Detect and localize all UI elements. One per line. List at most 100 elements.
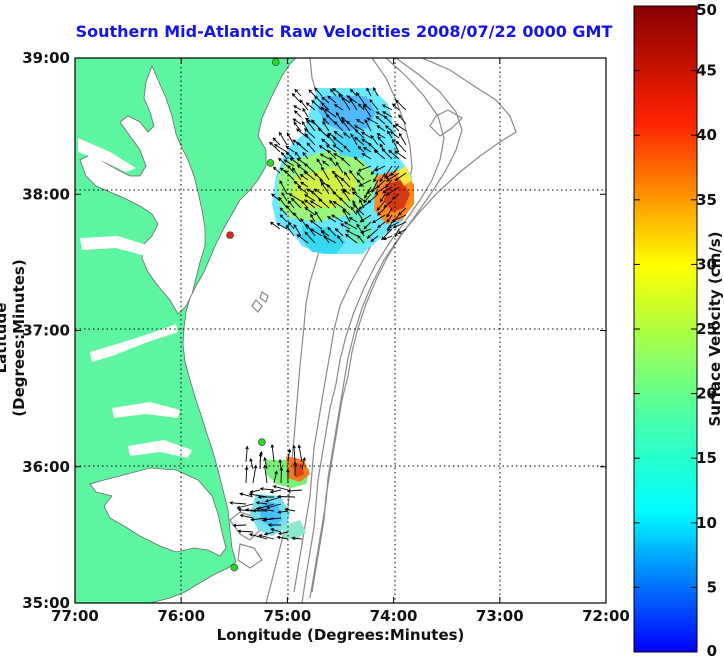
velocity-arrow bbox=[237, 508, 254, 512]
velocity-arrow bbox=[354, 136, 365, 146]
velocity-arrow bbox=[323, 108, 337, 118]
velocity-arrow bbox=[292, 212, 302, 223]
velocity-arrow bbox=[356, 171, 365, 181]
velocity-arrow bbox=[257, 495, 275, 499]
velocity-arrow bbox=[295, 141, 309, 153]
velocity-arrow bbox=[321, 166, 330, 181]
velocity-arrow bbox=[293, 180, 302, 188]
velocity-arrow bbox=[279, 466, 284, 484]
velocity-arrow bbox=[326, 133, 337, 146]
velocity-arrow bbox=[353, 125, 365, 132]
velocity-arrow bbox=[292, 118, 302, 125]
velocity-arrow bbox=[314, 210, 323, 223]
velocity-arrow bbox=[278, 196, 288, 209]
velocity-arrow bbox=[371, 214, 386, 224]
velocity-arrow bbox=[304, 231, 316, 244]
colorbar-tick-label: 5 bbox=[707, 578, 717, 596]
chart-title: Southern Mid-Atlantic Raw Velocities 200… bbox=[75, 22, 613, 41]
velocity-arrow bbox=[349, 97, 358, 111]
velocity-arrow bbox=[278, 458, 282, 470]
velocity-arrow bbox=[269, 489, 282, 494]
velocity-arrow bbox=[320, 181, 330, 195]
velocity-arrow bbox=[341, 119, 351, 132]
velocity-arrow bbox=[370, 134, 379, 146]
velocity-arrow bbox=[327, 132, 337, 139]
velocity-arrow bbox=[373, 149, 386, 160]
velocity-arrow bbox=[269, 221, 281, 230]
colorbar-tick-label: 25 bbox=[696, 320, 717, 338]
velocity-arrow bbox=[340, 157, 351, 167]
velocity-arrow bbox=[293, 223, 302, 237]
velocity-arrow bbox=[360, 228, 372, 234]
station-marker bbox=[266, 159, 275, 167]
velocity-arrow bbox=[309, 228, 323, 237]
velocity-arrow bbox=[244, 466, 249, 484]
velocity-arrow bbox=[352, 203, 365, 216]
colorbar-tick-label: 35 bbox=[696, 191, 717, 209]
velocity-arrow bbox=[305, 102, 316, 111]
river-water-2 bbox=[80, 236, 150, 256]
graticule bbox=[75, 58, 606, 603]
velocity-arrow bbox=[333, 104, 344, 111]
velocity-arrow bbox=[397, 228, 407, 235]
velocity-arrow bbox=[349, 88, 358, 97]
x-tick-label: 75:00 bbox=[264, 607, 312, 625]
colorbar-tick-label: 50 bbox=[696, 1, 717, 19]
velocity-arrow bbox=[356, 223, 365, 237]
velocity-arrow bbox=[382, 235, 393, 241]
velocity-arrow bbox=[342, 132, 351, 139]
velocity-arrow bbox=[269, 141, 281, 153]
colorbar-tick-label: 40 bbox=[696, 126, 717, 144]
velocity-arrow bbox=[350, 133, 358, 146]
velocity-arrow bbox=[322, 235, 337, 244]
velocity-arrow bbox=[284, 169, 295, 181]
velocity-arrow bbox=[383, 200, 393, 209]
velocity-arrow bbox=[395, 99, 407, 111]
velocity-arrow bbox=[284, 507, 296, 512]
velocity-arrow bbox=[276, 223, 288, 230]
velocity-arrow bbox=[375, 115, 386, 125]
velocity-arrow bbox=[392, 138, 400, 153]
velocity-arrow bbox=[333, 130, 344, 139]
y-tick-label: 36:00 bbox=[22, 458, 70, 476]
velocity-arrow bbox=[303, 170, 316, 181]
colorbar-tick-label: 0 bbox=[707, 642, 717, 659]
colorbar-tick-label: 15 bbox=[696, 449, 717, 467]
x-tick-label: 72:00 bbox=[582, 607, 630, 625]
velocity-arrow bbox=[245, 445, 249, 463]
velocity-arrow bbox=[316, 158, 323, 167]
velocity-arrow bbox=[392, 221, 407, 229]
velocity-arrow bbox=[248, 492, 268, 498]
velocity-arrow bbox=[289, 157, 302, 167]
velocity-arrow bbox=[299, 174, 309, 181]
velocity-arrow bbox=[262, 517, 282, 522]
velocity-arrow bbox=[293, 110, 302, 118]
colorbar bbox=[633, 5, 698, 653]
velocity-arrow bbox=[362, 104, 372, 118]
velocity-arrow bbox=[322, 117, 330, 125]
velocity-arrow bbox=[321, 160, 330, 167]
velocity-arrow bbox=[314, 95, 323, 104]
velocity-arrow bbox=[338, 197, 351, 209]
velocity-arrow bbox=[360, 131, 372, 139]
velocity-arrow bbox=[291, 92, 302, 104]
x-tick-label: 77:00 bbox=[51, 607, 99, 625]
colorbar-tick-label: 10 bbox=[696, 514, 717, 532]
velocity-arrow bbox=[343, 145, 351, 153]
velocity-arrow bbox=[272, 485, 289, 491]
velocity-arrow bbox=[334, 227, 344, 237]
velocity-arrow bbox=[278, 131, 288, 146]
velocity-arrow bbox=[329, 157, 337, 167]
velocity-arrow bbox=[279, 214, 288, 223]
velocity-arrow bbox=[281, 192, 288, 202]
velocity-arrow bbox=[311, 99, 323, 111]
sound-water bbox=[89, 467, 227, 557]
velocity-arrow bbox=[301, 200, 309, 209]
velocity-arrow bbox=[352, 200, 358, 209]
colorbar-label: Surface Velocity (cm/s) bbox=[706, 231, 724, 427]
velocity-arrow bbox=[304, 199, 316, 209]
velocity-arrow bbox=[321, 138, 330, 146]
velocity-arrow bbox=[296, 234, 309, 244]
velocity-arrow bbox=[351, 187, 358, 195]
velocity-arrow bbox=[263, 531, 275, 536]
